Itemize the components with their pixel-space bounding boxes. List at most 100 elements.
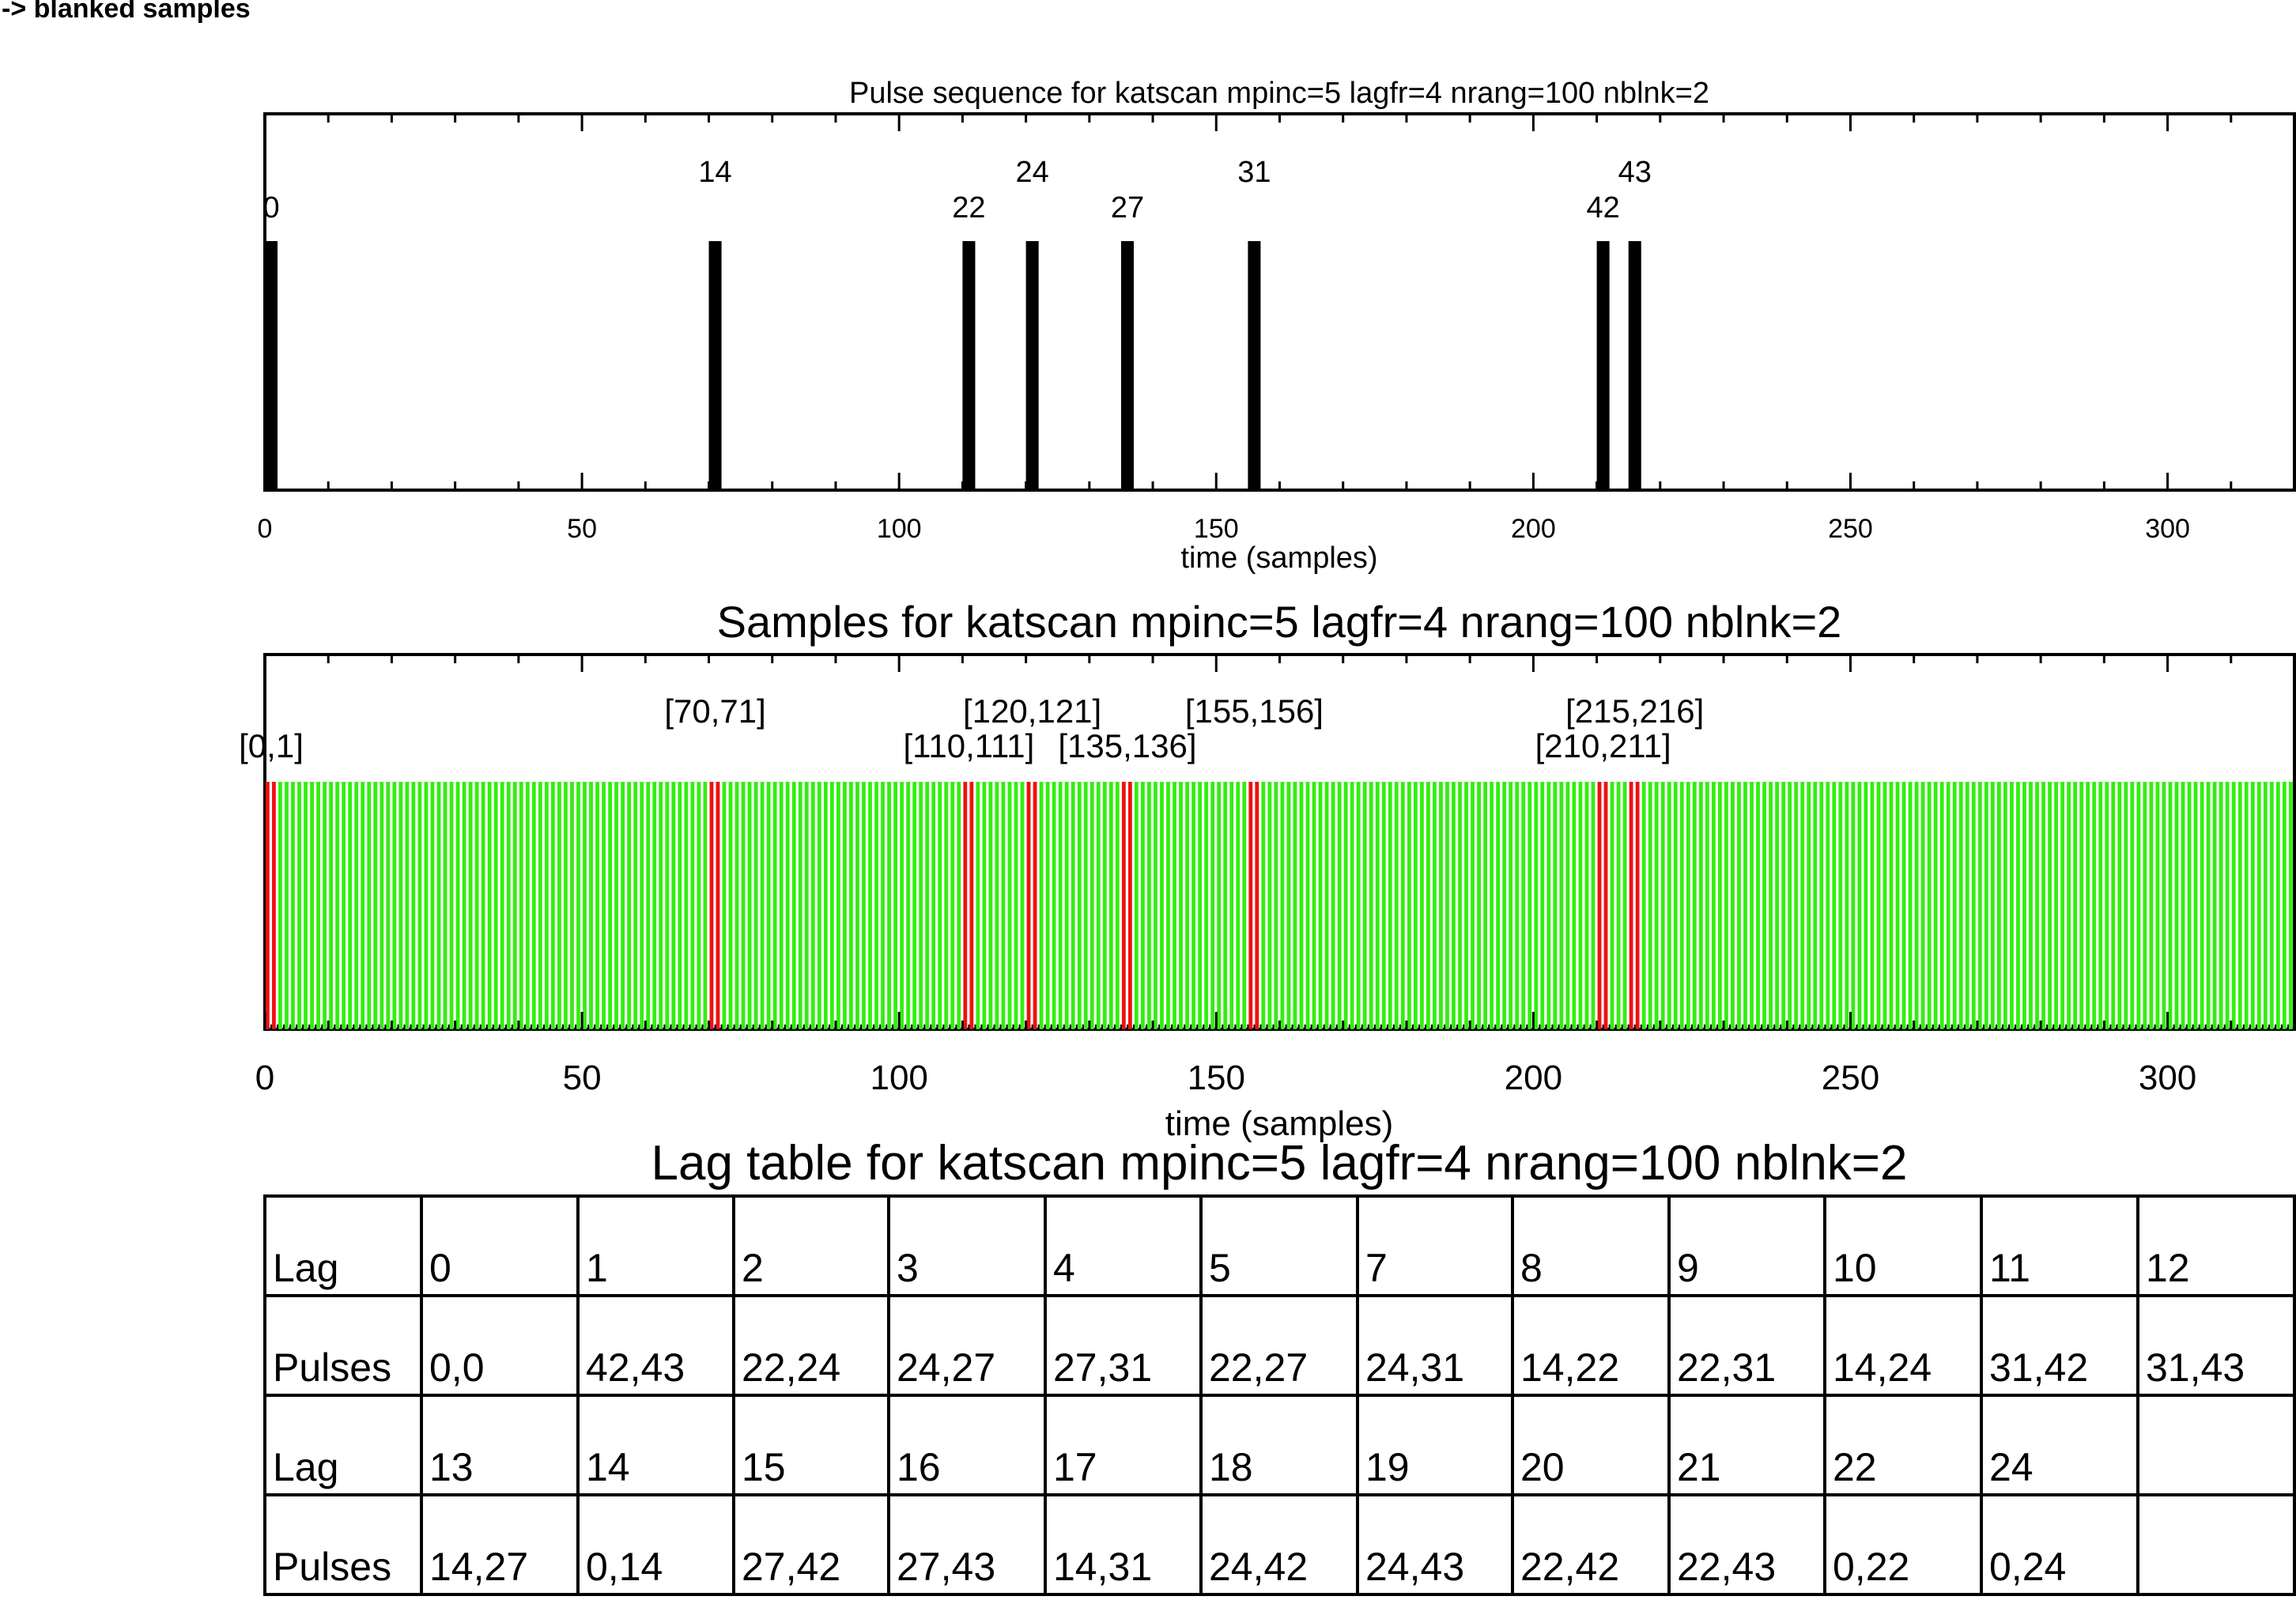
sample-bar xyxy=(1502,782,1507,1029)
sample-bar xyxy=(633,782,638,1029)
sample-bar xyxy=(2231,782,2236,1029)
sample-bar xyxy=(1641,782,1646,1029)
sample-bar xyxy=(1439,782,1443,1029)
table-cell: 24,42 xyxy=(1209,1545,1308,1589)
pulse-bar xyxy=(265,241,278,490)
table-cell: 31,42 xyxy=(1989,1345,2088,1390)
sample-bar xyxy=(1210,782,1215,1029)
sample-bar xyxy=(874,782,878,1029)
sample-bar xyxy=(1077,782,1082,1029)
sample-bar xyxy=(2086,782,2090,1029)
table-cell: 0,0 xyxy=(429,1345,485,1390)
sample-bar xyxy=(836,782,840,1029)
sample-bar xyxy=(1242,782,1247,1029)
sample-bar xyxy=(512,782,517,1029)
sample-bar xyxy=(2079,782,2084,1029)
sample-bar xyxy=(2174,782,2179,1029)
sample-bar xyxy=(1261,782,1266,1029)
pulse-plot-title: Pulse sequence for katscan mpinc=5 lagfr… xyxy=(849,77,1709,110)
table-cell: 4 xyxy=(1053,1246,1075,1290)
sample-bar xyxy=(564,782,568,1029)
sample-bar xyxy=(297,782,301,1029)
sample-bar xyxy=(1996,782,2001,1029)
blanked-label: [135,136] xyxy=(1058,727,1196,764)
blanked-sample-bar xyxy=(1597,782,1602,1029)
sample-bar xyxy=(367,782,372,1029)
table-cell: 13 xyxy=(429,1445,474,1489)
row-header: Pulses xyxy=(273,1545,391,1589)
sample-bar xyxy=(1236,782,1241,1029)
sample-bar xyxy=(1280,782,1285,1029)
sample-bar xyxy=(1147,782,1151,1029)
sample-bar xyxy=(443,782,447,1029)
sample-bar xyxy=(449,782,454,1029)
sample-bar xyxy=(436,782,441,1029)
sample-bar xyxy=(1553,782,1558,1029)
sample-bar xyxy=(912,782,917,1029)
sample-bar xyxy=(1965,782,1969,1029)
sample-bar xyxy=(1045,782,1050,1029)
sample-bar xyxy=(1407,782,1411,1029)
table-cell: 9 xyxy=(1677,1246,1699,1290)
samples-plot-title: Samples for katscan mpinc=5 lagfr=4 nran… xyxy=(717,597,1842,647)
sample-bar xyxy=(1559,782,1564,1029)
table-cell: 14 xyxy=(586,1445,630,1489)
table-cell: 22,24 xyxy=(742,1345,840,1390)
sample-bar xyxy=(398,782,403,1029)
sample-bar xyxy=(468,782,473,1029)
sample-bar xyxy=(697,782,701,1029)
sample-bar xyxy=(2130,782,2135,1029)
sample-bar xyxy=(652,782,657,1029)
sample-bar xyxy=(690,782,695,1029)
sample-bar xyxy=(1471,782,1475,1029)
sample-bar xyxy=(684,782,689,1029)
sample-bar xyxy=(772,782,777,1029)
blanked-label: [70,71] xyxy=(664,692,765,730)
sample-bar xyxy=(938,782,942,1029)
sample-bar xyxy=(1369,782,1373,1029)
sample-bar xyxy=(1141,782,1145,1029)
table-cell: 18 xyxy=(1209,1445,1253,1489)
sample-bar xyxy=(2092,782,2097,1029)
x-tick-label: 50 xyxy=(563,1058,602,1097)
sample-bar xyxy=(462,782,466,1029)
sample-bar xyxy=(2035,782,2039,1029)
x-tick-label: 100 xyxy=(877,514,922,544)
x-tick-label: 100 xyxy=(870,1058,927,1097)
sample-bar xyxy=(291,782,295,1029)
x-tick-label: 250 xyxy=(1828,514,1873,544)
sample-bar xyxy=(741,782,746,1029)
sample-bar xyxy=(817,782,821,1029)
sample-bar xyxy=(1089,782,1094,1029)
sample-bar xyxy=(1381,782,1386,1029)
sample-bar xyxy=(589,782,593,1029)
table-cell: 2 xyxy=(742,1246,764,1290)
table-cell: 24 xyxy=(1989,1445,2034,1489)
sample-bar xyxy=(1737,782,1741,1029)
sample-bar xyxy=(1832,782,1837,1029)
sample-bar xyxy=(671,782,676,1029)
table-cell: 5 xyxy=(1209,1246,1231,1290)
sample-bar xyxy=(2181,782,2185,1029)
sample-bar xyxy=(519,782,523,1029)
sample-bar xyxy=(881,782,885,1029)
sample-bar xyxy=(760,782,765,1029)
sample-bar xyxy=(646,782,651,1029)
blanked-sample-bar xyxy=(963,782,968,1029)
sample-bar xyxy=(950,782,955,1029)
table-cell: 27,42 xyxy=(742,1545,840,1589)
sample-bar xyxy=(1331,782,1335,1029)
sample-bar xyxy=(1452,782,1456,1029)
pulse-plot-frame xyxy=(263,112,2296,492)
table-cell: 0,24 xyxy=(1989,1545,2066,1589)
table-cell: 11 xyxy=(1989,1246,2030,1290)
sample-bar xyxy=(2003,782,2007,1029)
sample-bar xyxy=(1388,782,1392,1029)
blanked-label: [0,1] xyxy=(239,727,304,764)
blanked-sample-bar xyxy=(1248,782,1253,1029)
sample-bar xyxy=(544,782,549,1029)
sample-bar xyxy=(1591,782,1595,1029)
sample-bar xyxy=(1800,782,1805,1029)
sample-bar xyxy=(1521,782,1526,1029)
table-cell: 31,43 xyxy=(2146,1345,2245,1390)
